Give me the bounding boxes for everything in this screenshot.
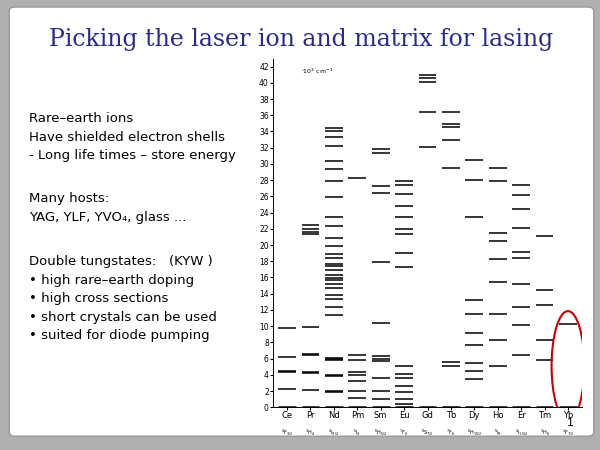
Text: $\mathrm{^{2}F_{7/2}}$: $\mathrm{^{2}F_{7/2}}$ (562, 428, 574, 437)
Text: $\mathrm{^{4}I_{9/2}}$: $\mathrm{^{4}I_{9/2}}$ (328, 428, 340, 437)
Text: $\mathrm{^{6}H_{5/2}}$: $\mathrm{^{6}H_{5/2}}$ (374, 428, 387, 437)
Text: $\mathrm{^{6}H_{15/2}}$: $\mathrm{^{6}H_{15/2}}$ (467, 428, 482, 437)
Text: $\mathrm{^{5}I_{8}}$: $\mathrm{^{5}I_{8}}$ (494, 428, 502, 438)
Text: 1: 1 (566, 418, 574, 428)
Text: Many hosts:
YAG, YLF, YVO₄, glass ...: Many hosts: YAG, YLF, YVO₄, glass ... (29, 192, 187, 224)
Text: $\mathrm{^{7}F_{0}}$: $\mathrm{^{7}F_{0}}$ (400, 428, 409, 438)
Text: $\mathrm{^{5}I_{4}}$: $\mathrm{^{5}I_{4}}$ (353, 428, 361, 438)
Text: $\mathrm{^{8}S_{7/2}}$: $\mathrm{^{8}S_{7/2}}$ (421, 428, 434, 437)
Text: $\mathrm{^{4}F_{3/2}}$: $\mathrm{^{4}F_{3/2}}$ (281, 428, 293, 437)
Text: $\mathrm{^{4}I_{15/2}}$: $\mathrm{^{4}I_{15/2}}$ (515, 428, 527, 437)
Text: $\cdot 10^3$ cm$^{-1}$: $\cdot 10^3$ cm$^{-1}$ (301, 67, 334, 76)
FancyBboxPatch shape (9, 7, 594, 436)
Text: Picking the laser ion and matrix for lasing: Picking the laser ion and matrix for las… (49, 28, 554, 51)
Text: $\mathrm{^{3}H_{6}}$: $\mathrm{^{3}H_{6}}$ (539, 428, 550, 438)
Text: Rare–earth ions
Have shielded electron shells
- Long life times – store energy: Rare–earth ions Have shielded electron s… (29, 112, 236, 162)
Text: $\mathrm{^{3}H_{4}}$: $\mathrm{^{3}H_{4}}$ (305, 428, 316, 438)
Text: Double tungstates:   (KYW )
• high rare–earth doping
• high cross sections
• sho: Double tungstates: (KYW ) • high rare–ea… (29, 255, 217, 342)
Text: $\mathrm{^{7}F_{6}}$: $\mathrm{^{7}F_{6}}$ (446, 428, 455, 438)
